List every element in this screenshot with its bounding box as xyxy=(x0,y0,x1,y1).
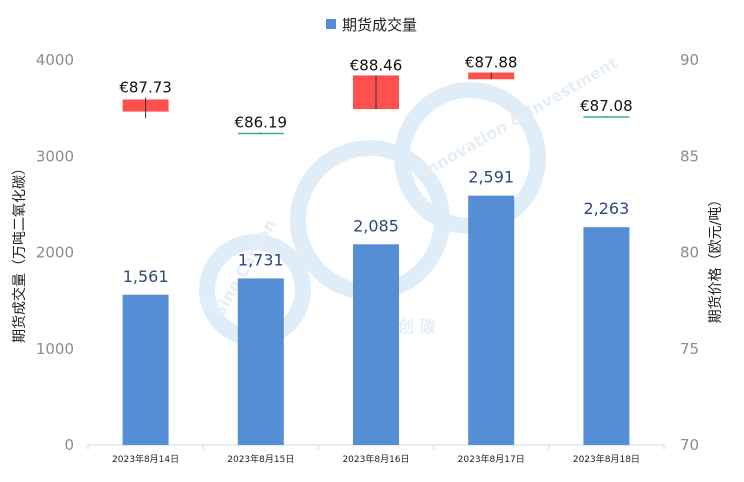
y-left-title: 期货成交量（万吨二氧化碳） xyxy=(11,161,28,343)
y-left-tick-label: 3000 xyxy=(36,147,74,165)
volume-data-label: 1,561 xyxy=(123,267,169,286)
y-right-tick-label: 85 xyxy=(680,147,699,165)
legend-label: 期货成交量 xyxy=(342,16,417,34)
volume-bar xyxy=(468,195,515,445)
bar-series: 1,561 1,731 2,085 2,591 2,263 xyxy=(122,168,630,445)
y-right-title: 期货价格（欧元/吨） xyxy=(707,193,724,324)
price-data-label: €87.88 xyxy=(465,54,518,72)
y-right-tick-label: 90 xyxy=(680,51,699,69)
price-series: €87.73 €86.19 €88.46 €87.88 €87.08 xyxy=(119,54,633,135)
volume-data-label: 2,263 xyxy=(583,199,629,218)
x-tick-label: 2023年8月17日 xyxy=(458,453,525,465)
volume-data-label: 2,591 xyxy=(468,168,514,187)
y-left-tick-label: 0 xyxy=(64,436,74,454)
legend: 期货成交量 xyxy=(326,16,417,34)
x-tick-label: 2023年8月14日 xyxy=(112,453,179,465)
price-data-label: €87.73 xyxy=(119,79,172,97)
legend-swatch xyxy=(326,19,336,29)
y-left-tick-label: 1000 xyxy=(36,340,74,358)
y-right-tick-label: 80 xyxy=(680,244,699,262)
y-right-tick-label: 70 xyxy=(680,436,699,454)
volume-data-label: 1,731 xyxy=(238,250,284,269)
volume-bar xyxy=(237,278,284,445)
watermark-text-3: 创 碳 xyxy=(397,317,437,336)
price-data-label: €88.46 xyxy=(350,56,403,74)
price-candle-body xyxy=(583,116,630,118)
x-tick-label: 2023年8月15日 xyxy=(227,453,294,465)
volume-bar xyxy=(583,227,630,445)
volume-bar xyxy=(353,244,399,445)
y-right-tick-label: 75 xyxy=(680,340,699,358)
x-tick-label: 2023年8月16日 xyxy=(342,453,409,465)
x-tick-label: 2023年8月18日 xyxy=(573,453,640,465)
y-left-tick-label: 2000 xyxy=(36,244,74,262)
price-data-label: €87.08 xyxy=(580,97,633,115)
volume-data-label: 2,085 xyxy=(353,216,399,235)
volume-bar xyxy=(122,294,169,445)
axes: 0 1000 2000 3000 4000 70 75 80 85 90 2023年8月14日 202… xyxy=(36,51,699,465)
price-data-label: €86.19 xyxy=(235,114,288,132)
y-left-tick-label: 4000 xyxy=(36,51,74,69)
